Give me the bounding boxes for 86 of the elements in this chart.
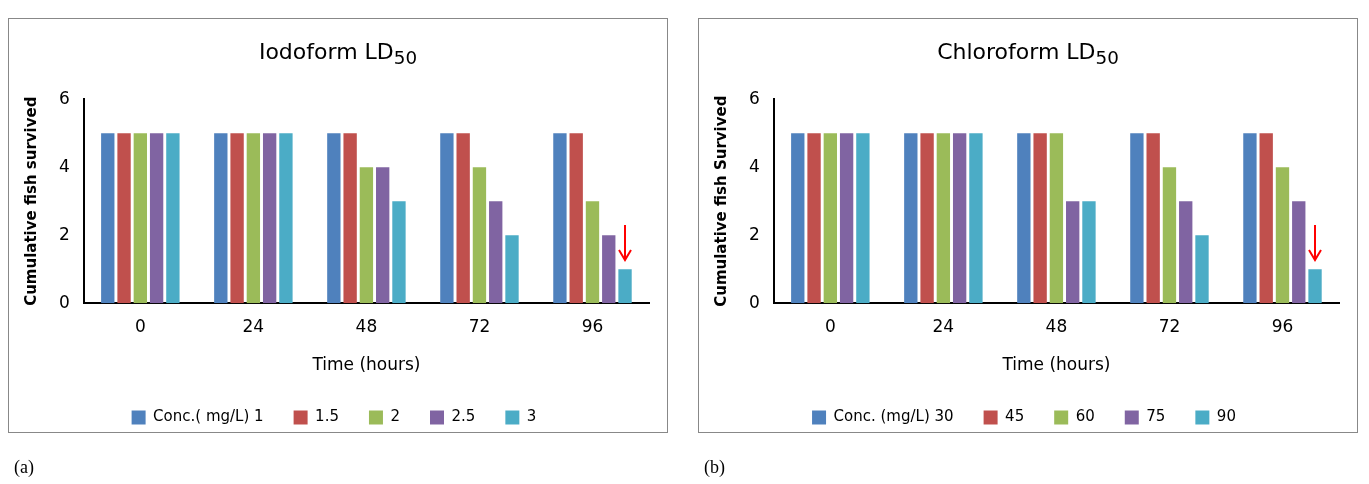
legend-label: 2.5 [451,407,476,426]
legend-label: Conc.( mg/L) 1 [153,407,264,426]
x-tick-label: 96 [1271,315,1294,336]
bar [1146,133,1160,304]
text: (a) [14,457,35,478]
x-tick-label: 0 [134,315,146,336]
y-tick-label: 0 [748,291,760,312]
bar [1259,133,1273,304]
bar [791,133,805,304]
bar [327,133,341,304]
bar [472,167,487,304]
x-axis-title: Time (hours) [1001,354,1111,375]
bar [904,133,918,304]
bar [392,201,406,304]
y-tick-label: 4 [748,155,760,176]
y-tick-label: 6 [748,87,760,108]
x-tick-label: 24 [932,315,955,336]
legend-label: 1.5 [315,407,339,426]
x-tick-label: 48 [1045,315,1068,336]
legend-label: 75 [1146,407,1166,426]
bar [839,133,854,304]
legend-label: 3 [526,407,537,426]
bar [1275,167,1290,304]
bar [133,133,148,304]
bar [230,133,244,304]
bar [359,167,374,304]
y-tick-label: 2 [748,223,760,244]
x-tick-label: 48 [355,315,378,336]
bar [1066,201,1080,304]
bar [1049,133,1064,304]
bar [101,133,115,304]
bar [214,133,228,304]
y-tick-label: 0 [58,291,70,312]
bar [823,133,838,304]
bar [585,201,600,304]
x-axis-title: Time (hours) [311,354,421,375]
bar [936,133,951,304]
bar [1033,133,1047,304]
bar [1130,133,1144,304]
bar [1082,201,1096,304]
bar [1195,235,1209,304]
bar [1017,133,1031,304]
legend-label: 2 [390,407,400,426]
bar [920,133,934,304]
bar [1243,133,1257,304]
bar [166,133,180,304]
bar [969,133,983,304]
bar [1308,269,1322,304]
bar [489,201,503,304]
x-tick-label: 72 [468,315,491,336]
bar [262,133,277,304]
legend-label: 60 [1075,407,1095,426]
y-axis-title: Cumulative fish Survived [711,95,730,307]
x-tick-label: 0 [824,315,836,336]
x-tick-label: 72 [1158,315,1181,336]
bar [618,269,632,304]
bar [569,133,583,304]
x-tick-label: 24 [242,315,265,336]
bar [1179,201,1193,304]
legend-label: 45 [1005,407,1025,426]
bar [149,133,164,304]
bar [602,235,616,304]
bar [856,133,870,304]
chart-title: Iodoform LD$_{50}$ [257,39,419,71]
legend-label: 90 [1216,407,1236,426]
bar [1162,167,1177,304]
bar [440,133,454,304]
legend-label: Conc. (mg/L) 30 [833,407,954,426]
bar [807,133,821,304]
text: (b) [704,457,726,478]
y-tick-label: 2 [58,223,70,244]
bar [117,133,131,304]
bar [1292,201,1306,304]
y-tick-label: 4 [58,155,70,176]
bar [553,133,567,304]
bar [246,133,261,304]
bar [376,167,390,304]
bar [952,133,967,304]
x-tick-label: 96 [581,315,604,336]
bar [456,133,470,304]
bar [279,133,293,304]
chart-title: Chloroform LD$_{50}$ [936,39,1120,71]
bar [505,235,519,304]
y-tick-label: 6 [58,87,70,108]
y-axis-title: Cumulative fish survived [21,96,40,306]
bar [343,133,357,304]
